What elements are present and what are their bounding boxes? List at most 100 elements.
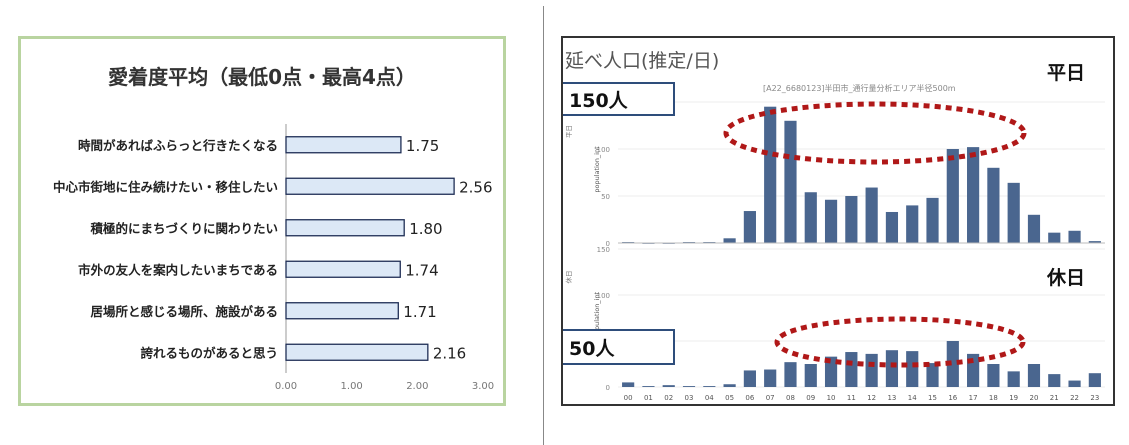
- population-bar: [743, 370, 756, 387]
- area-caption: [A22_6680123]半田市_通行量分析エリア半径500m: [763, 84, 956, 93]
- population-bar: [1068, 380, 1081, 387]
- population-bar: [723, 384, 736, 387]
- attachment-bar-chart: 時間があればふらっと行きたくなる 1.75 中心市街地に住み続けたい・移住したい 2.…: [53, 124, 494, 392]
- hour-tick-label: 04: [705, 394, 714, 402]
- value-label: 2.16: [433, 344, 466, 362]
- population-bar: [824, 199, 838, 243]
- attachment-bar: [285, 260, 401, 278]
- y-tick-label: 150: [597, 246, 610, 254]
- population-bar: [1027, 364, 1041, 387]
- population-bar: [1068, 230, 1081, 243]
- y-tick-label: 50: [601, 193, 610, 201]
- attachment-bar: [285, 177, 455, 195]
- y-tick-label: 100: [597, 292, 610, 300]
- population-bar: [946, 149, 959, 243]
- population-bar: [1088, 241, 1101, 243]
- population-bar: [784, 362, 797, 387]
- holiday-label: 休日: [1047, 267, 1086, 289]
- x-tick-label: 1.00: [341, 381, 363, 392]
- hour-tick-label: 14: [908, 394, 917, 402]
- population-bar: [845, 196, 858, 243]
- population-bar: [926, 363, 939, 387]
- population-bar: [824, 356, 838, 387]
- population-bar-chart: 050100150population_int平日050100150popula…: [564, 99, 1105, 402]
- hour-tick-label: 16: [948, 394, 957, 402]
- hour-tick-label: 01: [644, 394, 653, 402]
- population-bar: [865, 353, 878, 387]
- value-label: 1.75: [406, 137, 439, 155]
- hour-tick-label: 03: [685, 394, 694, 402]
- hour-tick-label: 23: [1090, 394, 1099, 402]
- hour-tick-label: 21: [1050, 394, 1059, 402]
- population-bar: [622, 382, 635, 387]
- hour-tick-label: 02: [664, 394, 673, 402]
- weekday-callout: 150人: [563, 82, 675, 116]
- population-bar: [723, 238, 736, 243]
- population-bar: [682, 386, 696, 387]
- population-bar: [743, 211, 756, 243]
- population-bar: [784, 120, 797, 243]
- population-bar: [1088, 373, 1101, 387]
- population-bar: [967, 147, 980, 243]
- attachment-bar: [285, 302, 399, 320]
- holiday-callout: 50人: [563, 329, 675, 365]
- weekday-highlight-ellipse: [723, 101, 1027, 165]
- population-chart-title: 延べ人口(推定/日): [565, 50, 720, 72]
- holiday-highlight-ellipse: [774, 316, 1026, 368]
- attachment-bar: [285, 343, 429, 361]
- population-bar: [703, 386, 716, 387]
- attachment-chart-panel: 愛着度平均（最低0点・最高4点） 時間があればふらっと行きたくなる 1.75 中心市…: [18, 36, 506, 406]
- population-bar: [865, 187, 878, 243]
- population-bar: [764, 106, 777, 243]
- hour-tick-label: 09: [806, 394, 815, 402]
- population-bar: [926, 197, 939, 243]
- population-bar: [1007, 371, 1020, 387]
- population-bar: [804, 192, 817, 243]
- value-label: 1.80: [409, 220, 442, 238]
- y-axis-label: population_int: [593, 146, 601, 193]
- hour-tick-label: 06: [745, 394, 754, 402]
- category-label: 居場所と感じる場所、施設がある: [90, 304, 278, 319]
- hour-tick-label: 07: [766, 394, 775, 402]
- hour-tick-label: 18: [989, 394, 998, 402]
- hour-tick-label: 20: [1030, 394, 1039, 402]
- category-label: 誇れるものがあると思う: [140, 345, 278, 360]
- y-tick-label: 100: [597, 146, 610, 154]
- y-tick-label: 0: [606, 240, 610, 248]
- attachment-bar: [285, 136, 402, 154]
- attachment-bar: [285, 219, 405, 237]
- population-bar: [1048, 232, 1061, 243]
- hour-tick-label: 00: [624, 394, 633, 402]
- hour-tick-label: 10: [827, 394, 836, 402]
- hour-tick-label: 12: [867, 394, 876, 402]
- population-bar: [1027, 214, 1041, 243]
- y-axis-label: population_int: [593, 291, 601, 338]
- population-bar: [804, 364, 817, 387]
- population-bar: [764, 369, 777, 387]
- population-bar: [1007, 182, 1020, 243]
- population-bar: [885, 211, 899, 243]
- population-bar: [885, 350, 899, 387]
- panel-side-label: 休日: [564, 271, 573, 284]
- population-bar: [987, 364, 1000, 387]
- hour-tick-label: 22: [1070, 394, 1079, 402]
- population-bar: [987, 167, 1000, 243]
- population-bar: [845, 352, 858, 387]
- y-tick-label: 0: [606, 384, 610, 392]
- population-chart-panel: 050100150population_int平日050100150popula…: [561, 36, 1115, 406]
- population-bar: [906, 351, 919, 387]
- category-label: 中心市街地に住み続けたい・移住したい: [53, 179, 278, 194]
- value-label: 1.71: [403, 303, 436, 321]
- value-label: 2.56: [459, 178, 492, 196]
- weekday-label: 平日: [1047, 62, 1086, 84]
- population-bar: [1048, 374, 1061, 387]
- population-bar: [946, 341, 959, 387]
- category-label: 積極的にまちづくりに関わりたい: [89, 221, 278, 236]
- hour-tick-label: 08: [786, 394, 795, 402]
- category-label: 市外の友人を案内したいまちである: [78, 262, 278, 277]
- hour-tick-label: 19: [1009, 394, 1018, 402]
- hour-tick-label: 13: [887, 394, 896, 402]
- hour-tick-label: 05: [725, 394, 734, 402]
- panel-divider: [543, 6, 544, 445]
- category-label: 時間があればふらっと行きたくなる: [78, 138, 278, 153]
